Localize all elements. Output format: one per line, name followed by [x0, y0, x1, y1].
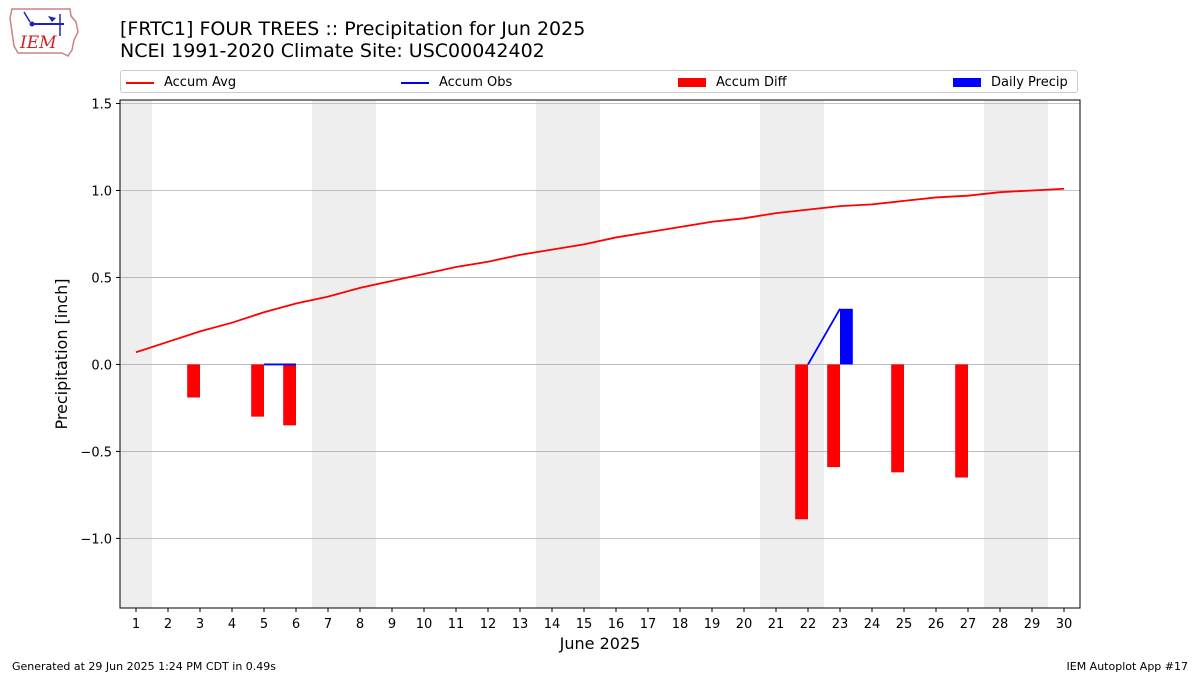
x-tick-label: 19 [704, 617, 721, 632]
accum-obs-line [807, 308, 841, 365]
legend-label-accum-diff: Accum Diff [716, 75, 787, 90]
iowa-outline-shape [9, 8, 79, 57]
x-tick-label: 7 [324, 617, 332, 632]
x-tick-label: 26 [928, 617, 945, 632]
legend-item-accum-diff: Accum Diff [678, 71, 787, 94]
x-tick-label: 30 [1056, 617, 1073, 632]
weekend-shade-day-29 [1016, 100, 1048, 608]
y-axis-label: Precipitation [inch] [52, 278, 71, 429]
accum-diff-bar-day-27 [955, 364, 968, 478]
x-tick-label: 20 [736, 617, 753, 632]
legend-item-daily-precip: Daily Precip [953, 71, 1068, 94]
weekend-shade-day-1 [120, 100, 152, 608]
x-tick-label: 3 [196, 617, 204, 632]
x-tick-label: 12 [480, 617, 497, 632]
chart-subtitle: NCEI 1991-2020 Climate Site: USC00042402 [120, 40, 545, 62]
accum-diff-bar-day-25 [891, 364, 904, 473]
x-tick-label: 14 [544, 617, 561, 632]
daily-precip-bar-day-23 [840, 308, 853, 365]
legend-label-accum-obs: Accum Obs [439, 75, 513, 90]
iem-logo-text: IEM [19, 33, 57, 53]
accum-diff-bar-day-22 [795, 364, 808, 520]
y-tick-label: 0.0 [91, 358, 112, 373]
x-tick-label: 15 [576, 617, 593, 632]
x-tick-label: 17 [640, 617, 657, 632]
weather-station-sensor [29, 21, 35, 27]
x-tick-label: 2 [164, 617, 172, 632]
plot-frame [119, 99, 1081, 609]
weekend-shade-day-15 [568, 100, 600, 608]
iem-logo: IEM [9, 8, 79, 57]
weekend-shade-day-21 [760, 100, 792, 608]
accum-diff-bar-day-6 [283, 364, 296, 426]
y-tick-label: 1.0 [91, 184, 112, 199]
chart-title: [FRTC1] FOUR TREES :: Precipitation for … [120, 18, 586, 40]
accum-diff-bar-day-3 [187, 364, 200, 398]
generated-timestamp: Generated at 29 Jun 2025 1:24 PM CDT in … [12, 660, 277, 673]
legend-label-accum-avg: Accum Avg [164, 75, 237, 90]
weather-station-leg [23, 11, 31, 23]
legend-swatch-accum-diff [678, 78, 706, 87]
x-tick-label: 13 [512, 617, 529, 632]
x-tick-label: 8 [356, 617, 364, 632]
x-tick-label: 9 [388, 617, 396, 632]
legend-item-accum-obs: Accum Obs [401, 71, 512, 94]
x-axis-label: June 2025 [559, 634, 641, 653]
legend-swatch-daily-precip [953, 78, 981, 87]
y-tick-label: −0.5 [80, 445, 112, 460]
legend-swatch-accum-avg [126, 81, 154, 84]
x-tick-label: 1 [132, 617, 140, 632]
y-tick-label: 0.5 [91, 271, 112, 286]
legend-swatch-accum-obs [401, 81, 429, 84]
x-tick-label: 6 [292, 617, 300, 632]
accum-diff-bar-day-23 [827, 364, 840, 468]
weather-station-vane [48, 16, 56, 22]
x-tick-label: 16 [608, 617, 625, 632]
x-tick-label: 25 [896, 617, 913, 632]
legend-item-accum-avg: Accum Avg [126, 71, 236, 94]
y-tick-label: −1.0 [80, 532, 112, 547]
x-tick-label: 5 [260, 617, 268, 632]
x-tick-label: 21 [768, 617, 785, 632]
x-tick-label: 10 [416, 617, 433, 632]
app-credit: IEM Autoplot App #17 [1066, 660, 1189, 673]
weekend-shade-day-8 [344, 100, 376, 608]
x-tick-label: 22 [800, 617, 817, 632]
x-tick-label: 4 [228, 617, 236, 632]
x-tick-label: 11 [448, 617, 465, 632]
x-tick-label: 24 [864, 617, 881, 632]
accum-diff-bar-day-5 [251, 364, 264, 417]
weekend-shade-day-22 [792, 100, 824, 608]
x-tick-label: 29 [1024, 617, 1041, 632]
x-tick-label: 18 [672, 617, 689, 632]
chart-legend: Accum Avg Accum Obs Accum Diff Daily Pre… [120, 70, 1078, 93]
x-tick-label: 27 [960, 617, 977, 632]
weekend-shade-day-7 [312, 100, 344, 608]
x-tick-label: 23 [832, 617, 849, 632]
x-tick-label: 28 [992, 617, 1009, 632]
accum-avg-line [135, 187, 1065, 354]
legend-label-daily-precip: Daily Precip [991, 75, 1068, 90]
y-tick-label: 1.5 [91, 97, 112, 112]
weekend-shade-day-14 [536, 100, 568, 608]
weekend-shade-day-28 [984, 100, 1016, 608]
